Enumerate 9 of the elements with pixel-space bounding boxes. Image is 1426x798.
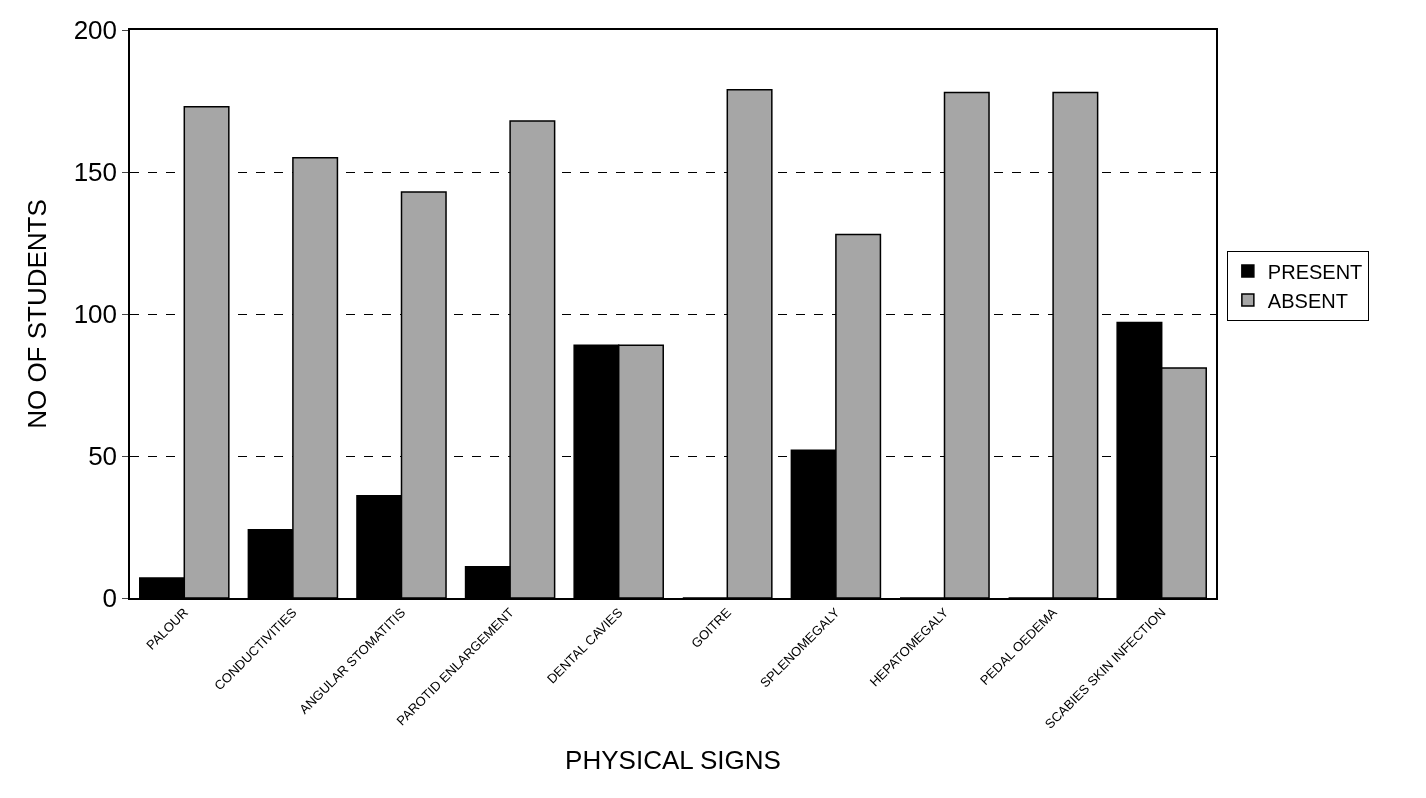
legend-label: ABSENT <box>1267 289 1348 312</box>
y-axis-title: NO OF STUDENTS <box>21 199 52 429</box>
y-tick-label: 200 <box>73 15 118 46</box>
y-tick-label: 50 <box>88 441 118 472</box>
y-tick-label: 100 <box>73 299 118 330</box>
legend-label: PRESENT <box>1267 260 1363 283</box>
y-tick-label: 0 <box>102 583 118 614</box>
y-tick-label: 150 <box>73 157 118 188</box>
x-axis-title: PHYSICAL SIGNS <box>565 744 781 775</box>
